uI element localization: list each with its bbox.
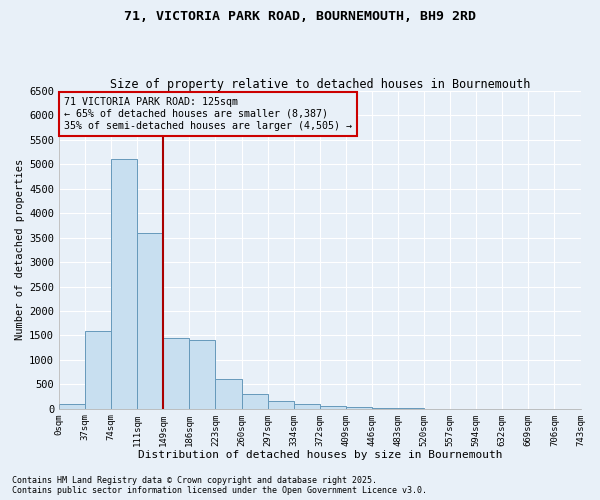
Bar — [293, 404, 320, 408]
Bar — [163, 338, 190, 408]
Bar — [111, 160, 137, 408]
Bar — [85, 330, 111, 408]
Bar — [190, 340, 215, 408]
Bar — [59, 404, 85, 408]
Bar — [242, 394, 268, 408]
Bar — [268, 402, 293, 408]
Bar — [320, 406, 346, 408]
Bar — [137, 233, 163, 408]
Text: 71, VICTORIA PARK ROAD, BOURNEMOUTH, BH9 2RD: 71, VICTORIA PARK ROAD, BOURNEMOUTH, BH9… — [124, 10, 476, 23]
X-axis label: Distribution of detached houses by size in Bournemouth: Distribution of detached houses by size … — [137, 450, 502, 460]
Text: 71 VICTORIA PARK ROAD: 125sqm
← 65% of detached houses are smaller (8,387)
35% o: 71 VICTORIA PARK ROAD: 125sqm ← 65% of d… — [64, 98, 352, 130]
Bar — [215, 380, 242, 408]
Y-axis label: Number of detached properties: Number of detached properties — [15, 159, 25, 340]
Title: Size of property relative to detached houses in Bournemouth: Size of property relative to detached ho… — [110, 78, 530, 91]
Text: Contains HM Land Registry data © Crown copyright and database right 2025.: Contains HM Land Registry data © Crown c… — [12, 476, 377, 485]
Text: Contains public sector information licensed under the Open Government Licence v3: Contains public sector information licen… — [12, 486, 427, 495]
